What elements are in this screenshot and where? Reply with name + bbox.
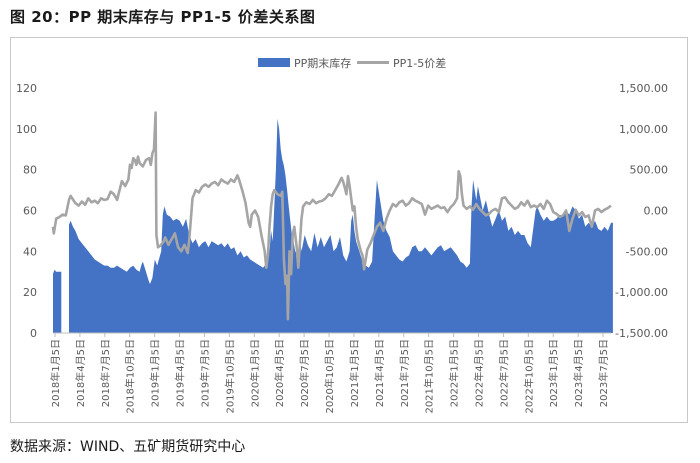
y-left-tick-label: 80 — [23, 164, 37, 177]
x-tick-label: 2021年1月5日 — [348, 339, 361, 407]
x-tick-label: 2018年4月5日 — [74, 339, 87, 407]
x-tick-label: 2022年7月5日 — [497, 339, 510, 407]
source-note: 数据来源：WIND、五矿期货研究中心 — [10, 439, 246, 455]
x-tick-label: 2020年1月5日 — [248, 339, 261, 407]
figure-title: 图 20：PP 期末库存与 PP1-5 价差关系图 — [10, 8, 316, 26]
x-tick-label: 2022年4月5日 — [473, 339, 486, 407]
x-tick-label: 2021年7月5日 — [398, 339, 411, 407]
x-tick-label: 2019年10月5日 — [223, 339, 236, 414]
spread-line — [51, 111, 612, 321]
y-left-tick-label: 20 — [23, 286, 37, 299]
x-tick-label: 2023年7月5日 — [597, 339, 610, 407]
y-right-tick-label: 0.00 — [644, 205, 669, 218]
legend-swatch-inventory — [258, 58, 290, 67]
x-tick-label: 2022年10月5日 — [522, 339, 535, 414]
x-tick-label: 2023年1月5日 — [547, 339, 560, 407]
legend-label-inventory: PP期末库存 — [294, 56, 351, 70]
spread-line-group — [51, 111, 612, 321]
x-tick-label: 2018年10月5日 — [124, 339, 137, 414]
x-tick-label: 2019年7月5日 — [199, 339, 212, 407]
x-tick-label: 2020年10月5日 — [323, 339, 336, 414]
x-tick-label: 2020年7月5日 — [298, 339, 311, 407]
chart-frame: PP期末库存 PP1-5价差 0 20 40 60 80 100 120 -1,500.00 -… — [10, 37, 688, 423]
y-left-tick-label: 60 — [23, 205, 37, 218]
y-left-tick-label: 100 — [16, 123, 37, 136]
combo-chart: PP期末库存 PP1-5价差 0 20 40 60 80 100 120 -1,500.00 -… — [16, 56, 668, 414]
inventory-area — [53, 118, 613, 333]
x-tick-label: 2018年7月5日 — [99, 339, 112, 407]
x-tick-label: 2020年4月5日 — [273, 339, 286, 407]
x-tick-label: 2022年1月5日 — [448, 339, 461, 407]
y-left-tick-label: 40 — [23, 245, 37, 258]
axes: 0 20 40 60 80 100 120 -1,500.00 -1,000.00 -500.00… — [16, 82, 668, 414]
y-right-tick-label: -1,000.00 — [615, 286, 668, 299]
y-left-tick-label: 0 — [30, 327, 37, 340]
x-tick-label: 2018年1月5日 — [49, 339, 62, 407]
x-tick-label: 2023年4月5日 — [572, 339, 585, 407]
x-tick-label: 2021年4月5日 — [373, 339, 386, 407]
y-right-tick-label: 500.00 — [630, 164, 669, 177]
x-tick-label: 2019年4月5日 — [174, 339, 187, 407]
y-left-tick-label: 120 — [16, 82, 37, 95]
y-right-tick-label: 1,500.00 — [619, 82, 668, 95]
inventory-area-segment-1 — [53, 269, 62, 333]
legend-label-spread: PP1-5价差 — [393, 56, 446, 70]
y-right-tick-label: -1,500.00 — [615, 327, 668, 340]
x-tick-label: 2019年1月5日 — [149, 339, 162, 407]
y-right-tick-label: -500.00 — [626, 245, 668, 258]
chart-legend: PP期末库存 PP1-5价差 — [258, 56, 446, 70]
inventory-area-segment-2 — [69, 118, 613, 333]
y-right-tick-label: 1,000.00 — [619, 123, 668, 136]
x-tick-label: 2021年10月5日 — [423, 339, 436, 414]
